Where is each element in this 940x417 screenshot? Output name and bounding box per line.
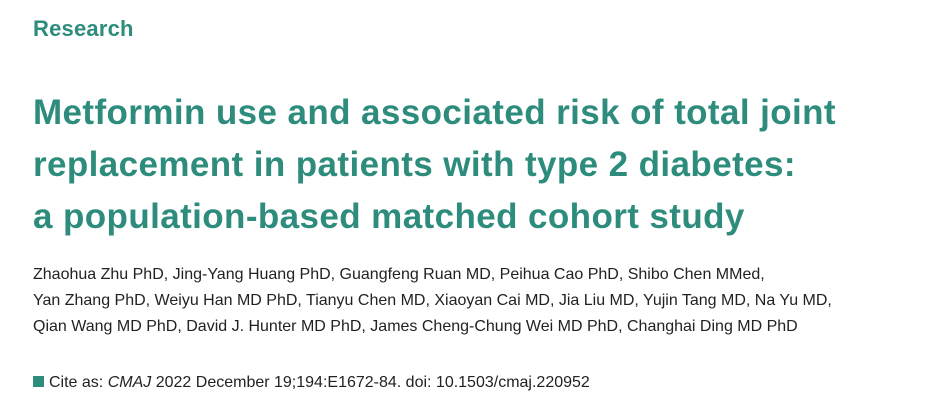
article-title: Metformin use and associated risk of tot… (33, 87, 933, 243)
title-line-1: Metformin use and associated risk of tot… (33, 93, 836, 132)
authors-line-2: Yan Zhang PhD, Weiyu Han MD PhD, Tianyu … (33, 292, 832, 309)
author-list: Zhaohua Zhu PhD, Jing-Yang Huang PhD, Gu… (33, 262, 913, 340)
title-line-3: a population-based matched cohort study (33, 197, 745, 236)
citation-journal: CMAJ (107, 374, 152, 391)
authors-line-3: Qian Wang MD PhD, David J. Hunter MD PhD… (33, 318, 798, 335)
citation: Cite as: CMAJ 2022 December 19;194:E1672… (33, 372, 590, 394)
citation-prefix: Cite as: (49, 374, 104, 391)
square-bullet-icon (33, 376, 44, 387)
section-label: Research (33, 16, 134, 41)
title-line-2: replacement in patients with type 2 diab… (33, 145, 796, 184)
citation-details: 2022 December 19;194:E1672-84. doi: 10.1… (155, 374, 590, 391)
authors-line-1: Zhaohua Zhu PhD, Jing-Yang Huang PhD, Gu… (33, 266, 765, 283)
